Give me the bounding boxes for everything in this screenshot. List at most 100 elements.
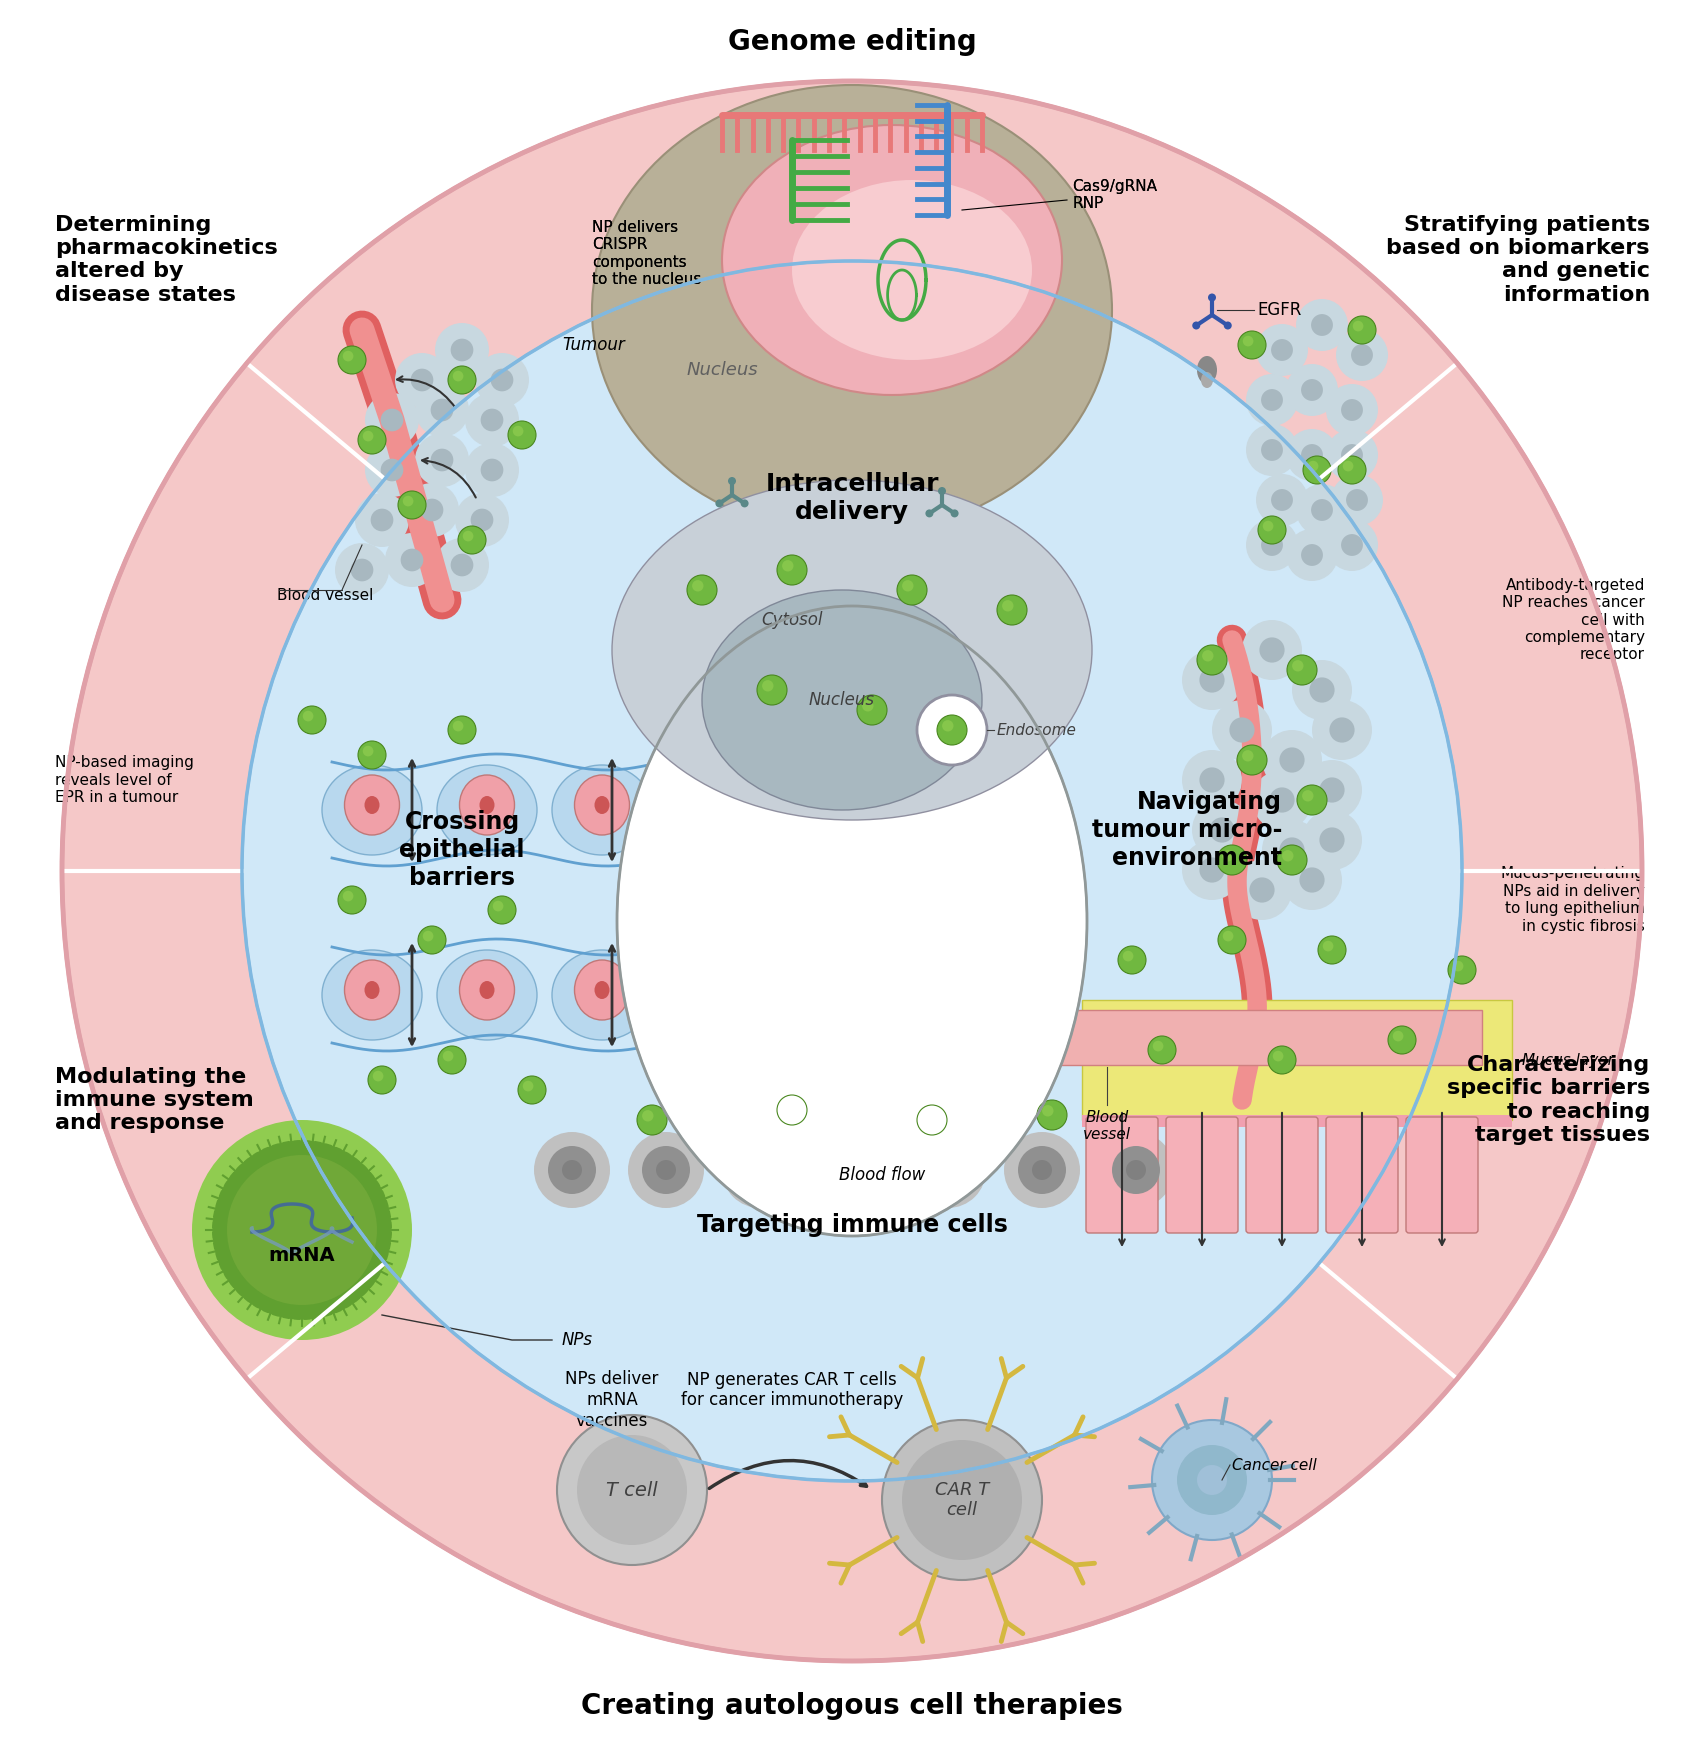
Circle shape <box>423 930 433 941</box>
Ellipse shape <box>552 765 651 855</box>
Circle shape <box>1197 1465 1228 1495</box>
Text: Cas9/gRNA
RNP: Cas9/gRNA RNP <box>1072 179 1158 211</box>
Circle shape <box>223 1160 237 1172</box>
Circle shape <box>443 1050 454 1061</box>
Circle shape <box>1287 655 1316 685</box>
Circle shape <box>1272 340 1292 361</box>
Circle shape <box>206 1258 218 1270</box>
Circle shape <box>627 1132 704 1207</box>
Circle shape <box>1233 861 1292 920</box>
Circle shape <box>534 1132 610 1207</box>
Circle shape <box>211 1139 392 1320</box>
Ellipse shape <box>460 775 515 834</box>
Circle shape <box>251 1308 264 1322</box>
Circle shape <box>783 561 793 571</box>
Circle shape <box>1199 667 1224 693</box>
Circle shape <box>450 554 474 577</box>
Circle shape <box>1192 322 1200 329</box>
Circle shape <box>910 1132 985 1207</box>
Circle shape <box>1004 1132 1079 1207</box>
Circle shape <box>1342 399 1362 422</box>
Circle shape <box>435 322 489 376</box>
Circle shape <box>227 1155 377 1305</box>
Text: Cancer cell: Cancer cell <box>1233 1458 1316 1472</box>
Circle shape <box>61 80 1642 1662</box>
Text: EGFR: EGFR <box>1257 301 1301 319</box>
Circle shape <box>1286 364 1338 416</box>
Circle shape <box>1217 845 1246 874</box>
Ellipse shape <box>575 775 629 834</box>
Circle shape <box>1197 645 1228 674</box>
Circle shape <box>1313 700 1373 760</box>
Circle shape <box>396 354 448 408</box>
Text: Navigating
tumour micro-
environment: Navigating tumour micro- environment <box>1091 791 1282 869</box>
Circle shape <box>421 498 443 521</box>
Circle shape <box>1037 1099 1067 1131</box>
Circle shape <box>1326 429 1378 481</box>
Circle shape <box>454 721 464 732</box>
Circle shape <box>363 430 373 441</box>
Circle shape <box>462 531 474 542</box>
Circle shape <box>1042 1104 1054 1117</box>
Circle shape <box>367 1160 380 1172</box>
Circle shape <box>1222 850 1233 862</box>
Circle shape <box>329 1134 343 1146</box>
FancyBboxPatch shape <box>1246 1117 1318 1233</box>
Circle shape <box>638 1104 667 1136</box>
Circle shape <box>1320 777 1345 803</box>
Circle shape <box>435 538 489 592</box>
Text: Determining
pharmacokinetics
altered by
disease states: Determining pharmacokinetics altered by … <box>55 214 278 305</box>
Circle shape <box>303 711 314 721</box>
FancyBboxPatch shape <box>1166 1117 1238 1233</box>
Text: NPs deliver
mRNA
vaccines: NPs deliver mRNA vaccines <box>566 1371 658 1430</box>
Circle shape <box>476 354 529 408</box>
Ellipse shape <box>344 960 399 1021</box>
Circle shape <box>411 369 433 392</box>
Circle shape <box>338 887 367 915</box>
Circle shape <box>295 1127 309 1141</box>
Circle shape <box>380 1179 394 1192</box>
Circle shape <box>360 1296 372 1308</box>
Circle shape <box>1269 1045 1296 1075</box>
Circle shape <box>1296 484 1349 537</box>
Ellipse shape <box>575 960 629 1021</box>
FancyBboxPatch shape <box>1083 1115 1512 1127</box>
Circle shape <box>563 1160 581 1179</box>
Ellipse shape <box>479 981 494 998</box>
Text: Blood flow: Blood flow <box>839 1165 926 1185</box>
Circle shape <box>358 427 385 455</box>
Ellipse shape <box>689 960 745 1021</box>
Circle shape <box>757 674 788 706</box>
Circle shape <box>380 409 404 432</box>
Circle shape <box>402 496 413 507</box>
Circle shape <box>1182 751 1241 810</box>
Circle shape <box>858 695 887 725</box>
Ellipse shape <box>479 796 494 814</box>
Text: Mucus layer: Mucus layer <box>1523 1052 1615 1068</box>
Text: Blood
vessel: Blood vessel <box>1083 1110 1130 1143</box>
Circle shape <box>350 1144 363 1157</box>
Circle shape <box>406 483 459 537</box>
Ellipse shape <box>595 981 609 998</box>
Circle shape <box>1209 293 1216 301</box>
FancyBboxPatch shape <box>1407 1117 1478 1233</box>
Text: CAR T
cell: CAR T cell <box>934 1481 989 1519</box>
Circle shape <box>1270 787 1294 812</box>
Circle shape <box>298 706 326 733</box>
Circle shape <box>363 746 373 756</box>
Text: NP generates CAR T cells
for cancer immunotherapy: NP generates CAR T cells for cancer immu… <box>680 1371 904 1409</box>
Circle shape <box>307 1319 321 1333</box>
Circle shape <box>1222 930 1233 941</box>
Circle shape <box>997 596 1026 625</box>
Circle shape <box>1350 345 1373 366</box>
Text: NP delivers
CRISPR
components
to the nucleus: NP delivers CRISPR components to the nuc… <box>592 219 701 287</box>
Ellipse shape <box>667 949 767 1040</box>
Circle shape <box>1323 941 1333 951</box>
Text: Intracellular
delivery: Intracellular delivery <box>766 472 939 524</box>
Circle shape <box>1342 444 1362 465</box>
Circle shape <box>1303 456 1332 484</box>
Circle shape <box>1303 791 1313 801</box>
Circle shape <box>728 477 737 484</box>
Circle shape <box>1309 678 1335 702</box>
Circle shape <box>232 1151 246 1165</box>
